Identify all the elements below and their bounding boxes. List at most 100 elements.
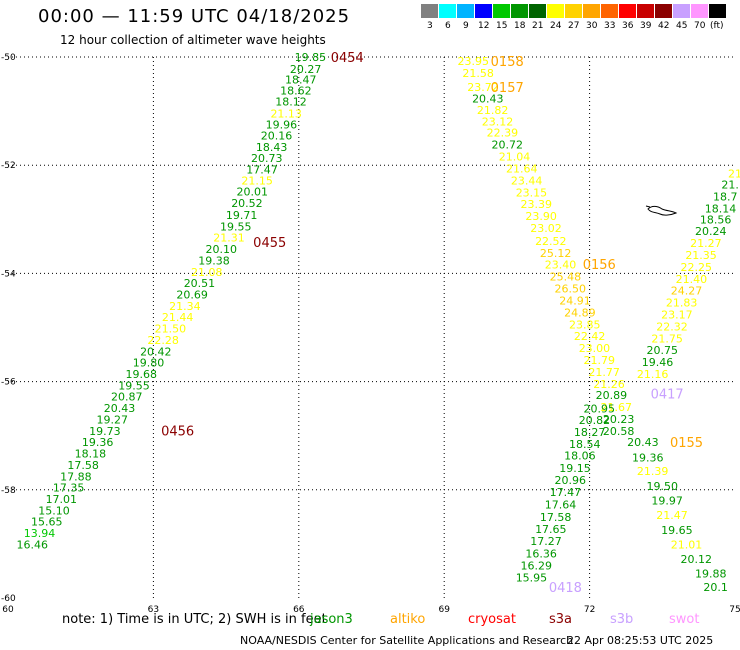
wave-height-label: 23.17 <box>661 309 693 322</box>
wave-height-label: 22.52 <box>535 235 567 248</box>
wave-height-label: 19.71 <box>226 209 258 222</box>
wave-height-label: 20.51 <box>184 277 216 290</box>
track-time-label: 0158 <box>491 55 524 70</box>
wave-height-label: 20.12 <box>680 553 712 566</box>
legend-label: 39 <box>640 21 652 31</box>
island-outline <box>645 205 678 216</box>
legend-swatch <box>583 4 600 18</box>
y-tick-label: -52 <box>1 161 16 171</box>
wave-height-label: 20.16 <box>261 129 293 142</box>
wave-height-label: 21.47 <box>656 509 688 522</box>
x-tick-label: 75 <box>729 605 740 615</box>
wave-height-label: 24.91 <box>559 294 591 307</box>
wave-height-label: 20.23 <box>603 413 635 426</box>
legend-label: 33 <box>604 21 616 31</box>
track-time-label: 0418 <box>549 581 582 596</box>
wave-height-label: 19.50 <box>647 480 679 493</box>
wave-height-label: 20.24 <box>695 225 727 238</box>
wave-height-label: 18.12 <box>275 95 307 108</box>
wave-height-label: 26.50 <box>554 283 586 296</box>
wave-height-label: 19.36 <box>82 436 114 449</box>
wave-height-label: 23.39 <box>521 198 553 211</box>
wave-height-label: 17.47 <box>246 164 278 177</box>
satellite-legend-item: swot <box>669 612 700 627</box>
satellite-legend-item: altiko <box>390 612 426 627</box>
wave-height-label: 21.44 <box>162 311 194 324</box>
wave-height-label: 25.12 <box>540 247 572 260</box>
footer-timestamp: 22 Apr 08:25:53 UTC 2025 <box>567 634 714 647</box>
legend-swatch <box>565 4 582 18</box>
wave-height-label: 17.58 <box>67 459 99 472</box>
wave-height-label: 17.88 <box>60 470 92 483</box>
legend-label: 15 <box>496 21 508 31</box>
legend-swatch <box>637 4 654 18</box>
wave-height-label: 21.35 <box>685 249 717 262</box>
wave-height-label: 21.39 <box>637 465 669 478</box>
wave-height-label: 21.40 <box>676 273 708 286</box>
wave-height-label: 18.7 <box>713 191 738 204</box>
wave-height-label: 20.87 <box>111 391 143 404</box>
wave-height-label: 15.65 <box>31 516 63 529</box>
wave-height-label: 18.47 <box>285 74 317 87</box>
y-tick-label: -54 <box>1 269 16 279</box>
wave-height-label: 21.04 <box>499 151 531 164</box>
legend-swatch <box>547 4 564 18</box>
wave-height-label: 22.28 <box>147 334 179 347</box>
legend-label: 18 <box>514 21 526 31</box>
wave-height-label: 21.58 <box>462 67 494 80</box>
wave-height-label: 23.12 <box>482 115 514 128</box>
wave-height-label: 19.88 <box>695 568 727 581</box>
y-tick-label: -50 <box>1 53 16 63</box>
satellite-legend-item: jason3 <box>310 612 353 627</box>
track-time-label: 0455 <box>253 236 286 251</box>
wave-height-label: 22.32 <box>656 320 688 333</box>
legend-label: 30 <box>586 21 598 31</box>
wave-height-label: 20.27 <box>290 63 322 76</box>
wave-height-label: 13.94 <box>24 527 56 540</box>
legend-label: 36 <box>622 21 634 31</box>
wave-height-label: 23.90 <box>525 210 557 223</box>
wave-height-label: 17.01 <box>46 493 78 506</box>
x-tick-label: 66 <box>293 605 305 615</box>
wave-height-label: 20.58 <box>603 425 635 438</box>
legend-swatch <box>691 4 708 18</box>
wave-height-label: 15.95 <box>516 571 548 584</box>
wave-height-label: 21.15 <box>241 174 273 187</box>
wave-height-label: 23.02 <box>530 222 562 235</box>
wave-height-label: 20.96 <box>554 474 586 487</box>
satellite-legend-item: s3b <box>610 612 634 627</box>
track-time-label: 0157 <box>491 81 524 96</box>
wave-height-label: 17.65 <box>535 523 567 536</box>
legend-swatch <box>439 4 456 18</box>
chart-title: 00:00 — 11:59 UTC 04/18/2025 <box>38 6 351 27</box>
wave-height-label: 19.85 <box>295 51 327 64</box>
wave-height-label: 18.62 <box>280 85 312 98</box>
wave-height-label: 21.67 <box>601 401 633 414</box>
wave-height-label: 20.72 <box>491 139 523 152</box>
legend-swatch <box>673 4 690 18</box>
wave-height-label: 21 <box>728 167 740 180</box>
wave-height-label: 20.89 <box>596 389 628 402</box>
legend-label: 12 <box>478 21 490 31</box>
y-tick-label: -56 <box>1 378 16 388</box>
wave-height-label: 21.82 <box>477 104 509 117</box>
wave-height-label: 16.46 <box>16 538 48 551</box>
track-time-label: 0417 <box>651 388 684 403</box>
wave-height-label: 20.52 <box>231 197 263 210</box>
wave-height-label: 21.27 <box>690 237 722 250</box>
legend-label: 45 <box>676 21 688 31</box>
wave-height-label: 19.15 <box>559 462 591 475</box>
wave-height-label: 23.40 <box>545 259 577 272</box>
track-time-labels: 0454 0455 0456 0158 0157 0156 0417 0418 0155 <box>161 51 703 596</box>
wave-height-label: 21.64 <box>506 162 538 175</box>
wave-height-label: 22.42 <box>574 330 606 343</box>
wave-height-label: 24.27 <box>671 285 703 298</box>
wave-height-label: 21.77 <box>588 366 620 379</box>
legend-label: 42 <box>658 21 670 31</box>
wave-height-label: 17.64 <box>545 498 577 511</box>
wave-height-label: 19.36 <box>632 451 664 464</box>
wave-height-label: 19.46 <box>642 356 674 369</box>
wave-height-label: 19.97 <box>651 495 683 508</box>
wave-height-label: 19.65 <box>661 524 693 537</box>
wave-height-label: 21.75 <box>651 332 683 345</box>
